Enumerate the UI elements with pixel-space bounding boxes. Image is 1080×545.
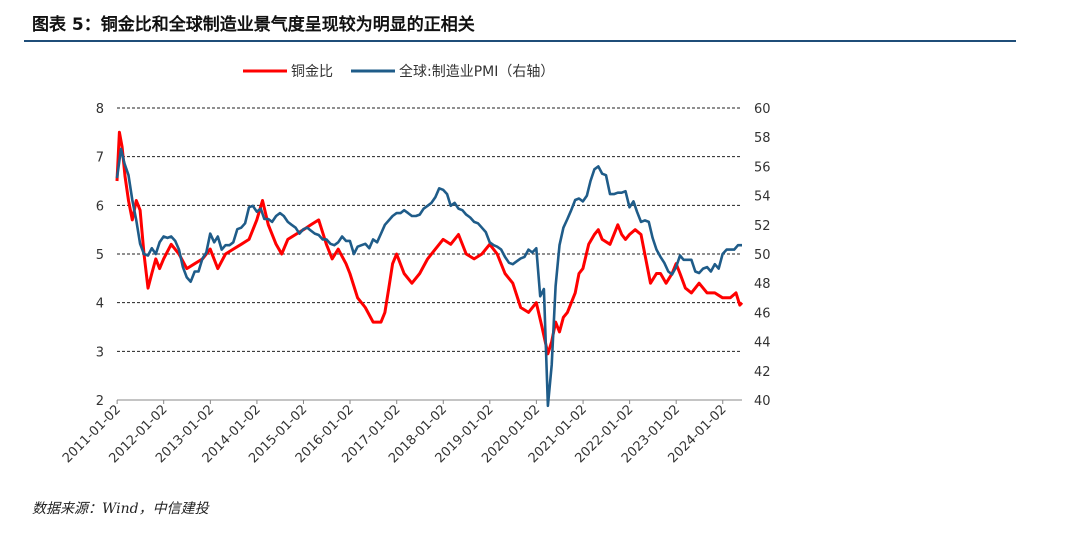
y-right-tick-label: 52 — [754, 219, 771, 234]
y-right-tick-label: 42 — [754, 365, 771, 380]
y-left-tick-label: 7 — [96, 151, 104, 166]
series-line-2 — [115, 147, 742, 408]
series-line-1 — [115, 130, 744, 356]
header: 图表 5：铜金比和全球制造业景气度呈现较为明显的正相关 — [0, 0, 1080, 50]
title-rule — [24, 40, 1016, 42]
y-left-tick-label: 4 — [96, 297, 104, 312]
y-left-tick-label: 6 — [96, 199, 104, 214]
y-right-tick-label: 56 — [754, 160, 771, 175]
legend-label-2: 全球:制造业PMI（右轴） — [399, 63, 554, 80]
y-left-tick-label: 5 — [96, 248, 104, 263]
y-right-tick-label: 48 — [754, 277, 771, 292]
y-right-tick-label: 54 — [754, 190, 771, 205]
y-left-tick-label: 8 — [96, 102, 104, 117]
y-left-tick-label: 3 — [96, 345, 104, 360]
y-right-tick-label: 50 — [754, 248, 771, 263]
page-title: 图表 5：铜金比和全球制造业景气度呈现较为明显的正相关 — [32, 15, 475, 35]
y-left-tick-label: 2 — [96, 394, 104, 409]
y-right-tick-label: 58 — [754, 131, 771, 146]
source-note: 数据来源：Wind，中信建投 — [32, 501, 209, 517]
legend-label-1: 铜金比 — [291, 64, 333, 80]
y-right-tick-label: 44 — [754, 336, 771, 351]
y-right-tick-label: 46 — [754, 306, 771, 321]
y-right-tick-label: 40 — [754, 394, 771, 409]
y-right-tick-label: 60 — [754, 102, 771, 117]
